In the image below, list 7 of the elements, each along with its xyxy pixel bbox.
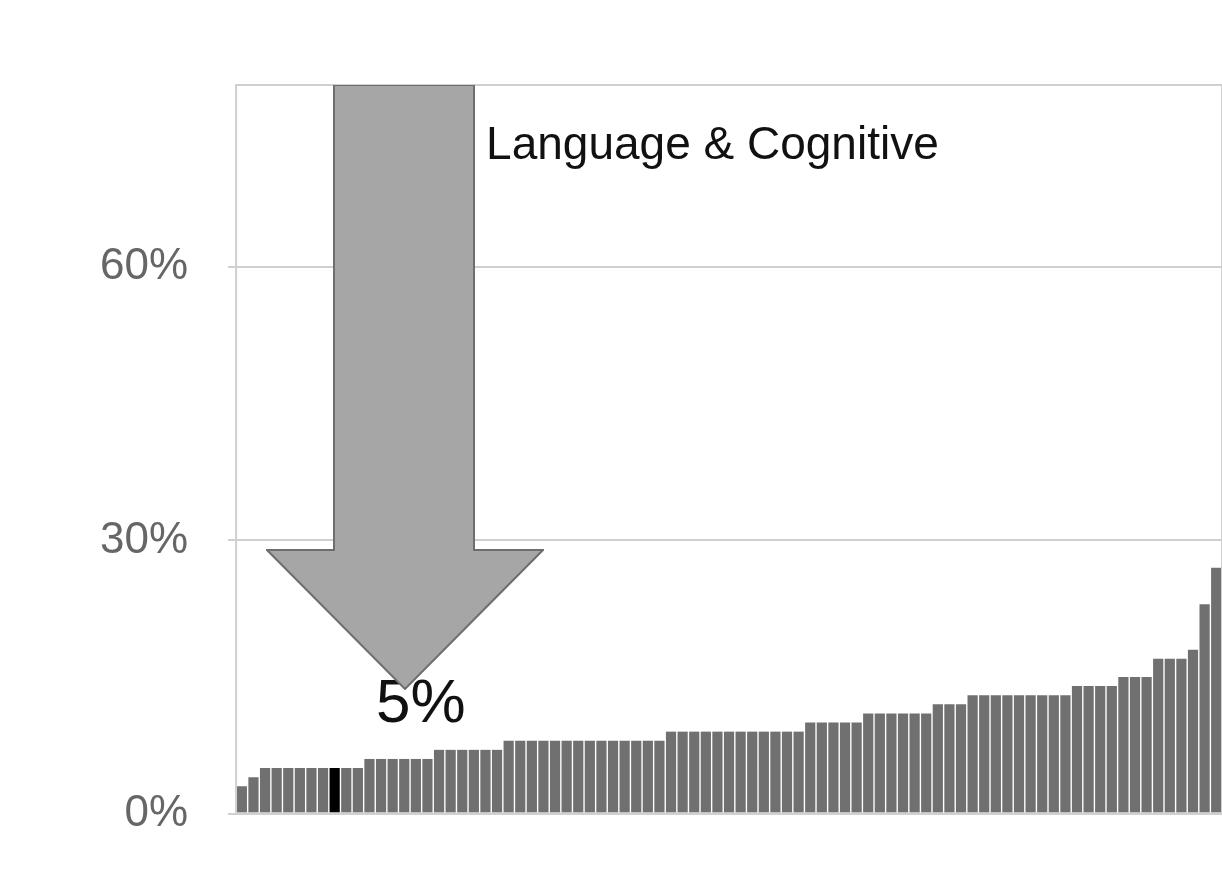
bar bbox=[341, 768, 352, 813]
y-tick-label: 0% bbox=[124, 785, 189, 835]
annotation: 5% bbox=[376, 665, 466, 735]
text: Language & Cognitive bbox=[486, 116, 939, 169]
bar bbox=[329, 768, 340, 813]
y-tick-label: 60% bbox=[99, 239, 189, 289]
y-tick-label: 30% bbox=[99, 512, 189, 562]
